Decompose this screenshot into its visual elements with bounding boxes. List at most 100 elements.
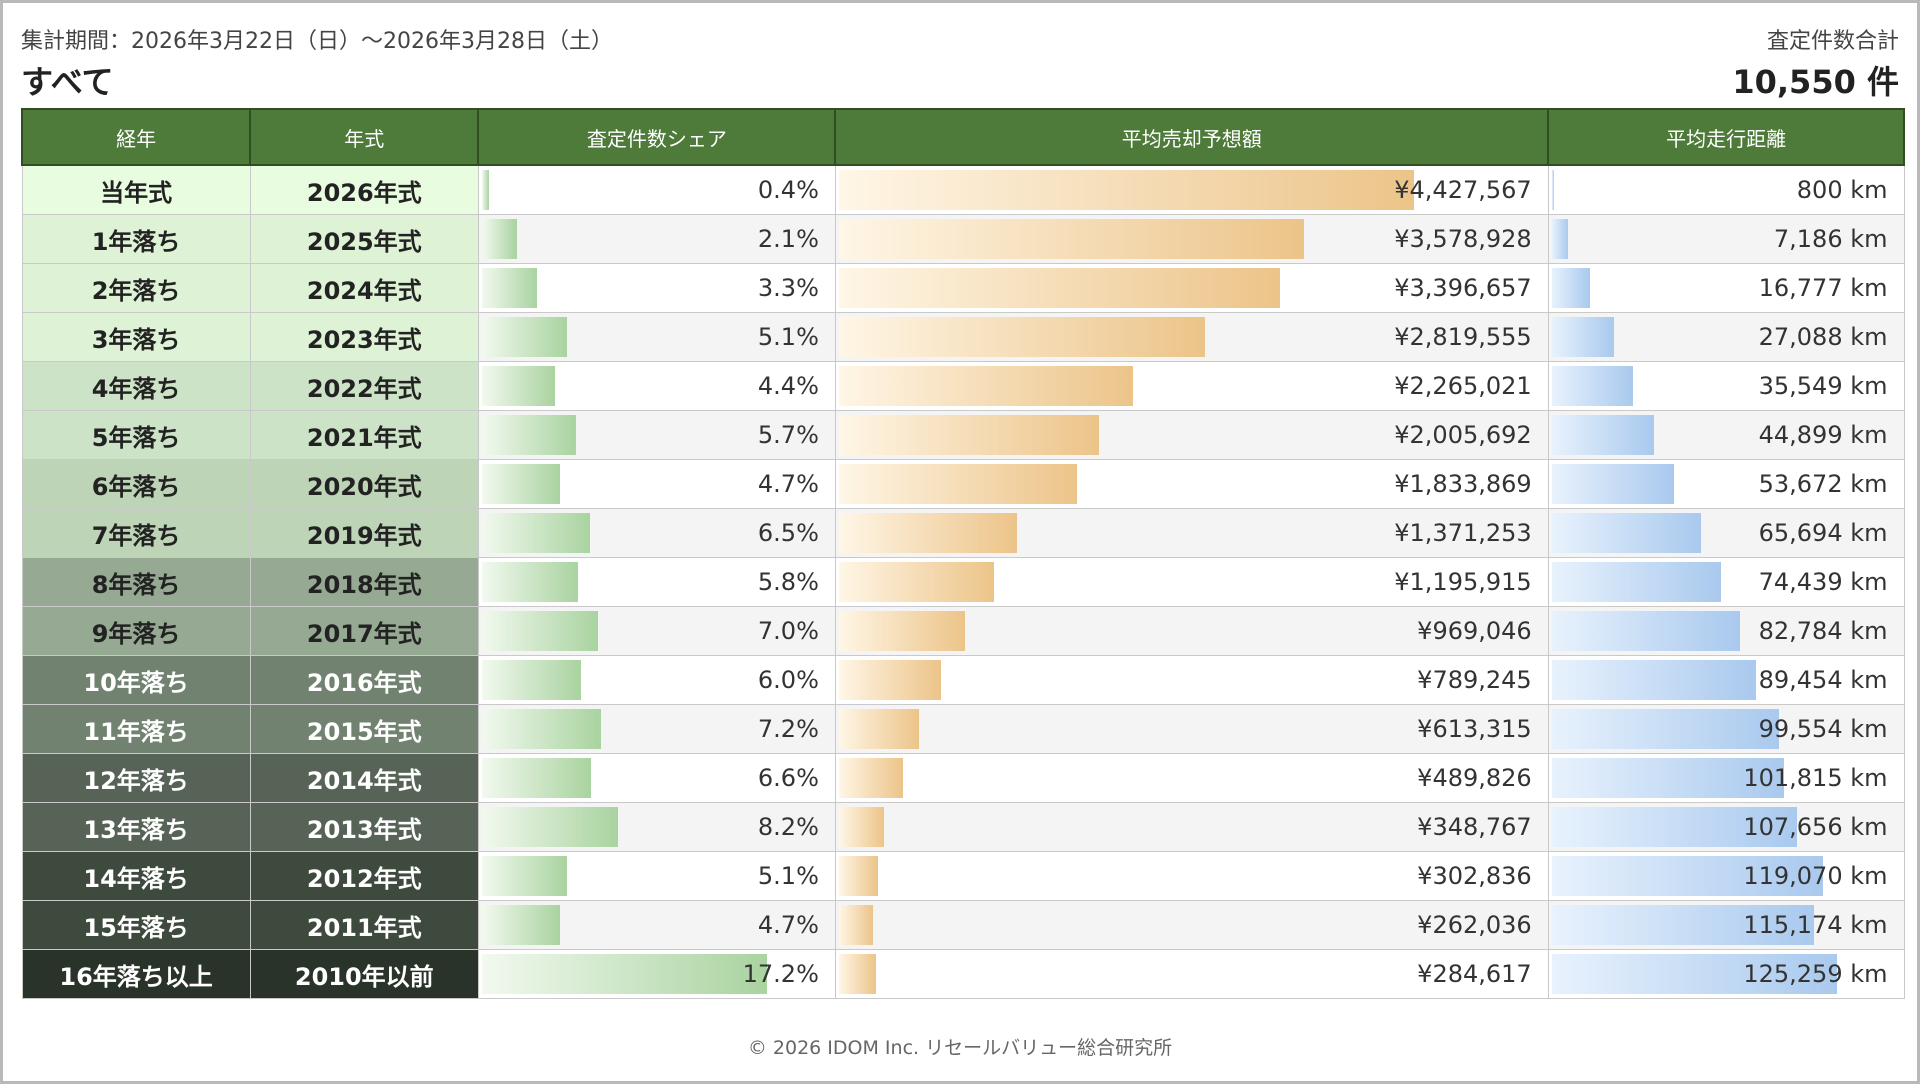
mileage-bar bbox=[1551, 611, 1740, 651]
price-bar bbox=[838, 513, 1017, 553]
price-bar bbox=[838, 317, 1205, 357]
price-bar bbox=[838, 219, 1304, 259]
column-header-share: 査定件数シェア bbox=[477, 108, 837, 166]
share-cell: 17.2% bbox=[477, 949, 836, 999]
price-bar bbox=[838, 807, 884, 847]
share-value: 5.1% bbox=[757, 862, 819, 890]
mileage-value: 16,777 km bbox=[1758, 274, 1888, 302]
column-header-price: 平均売却予想額 bbox=[834, 108, 1550, 166]
column-header-model-year: 年式 bbox=[249, 108, 480, 166]
model-year-cell: 2024年式 bbox=[249, 263, 479, 313]
model-year-cell: 2019年式 bbox=[249, 508, 479, 558]
table-row: 4年落ち 2022年式 4.4% ¥2,265,021 35,549 km bbox=[21, 361, 1905, 411]
age-cell: 13年落ち bbox=[21, 802, 251, 852]
age-cell: 5年落ち bbox=[21, 410, 251, 460]
price-bar bbox=[838, 415, 1099, 455]
price-cell: ¥262,036 bbox=[834, 900, 1549, 950]
model-year-cell: 2021年式 bbox=[249, 410, 479, 460]
table-row: 16年落ち以上 2010年以前 17.2% ¥284,617 125,259 km bbox=[21, 949, 1905, 999]
mileage-bar bbox=[1551, 366, 1633, 406]
price-cell: ¥613,315 bbox=[834, 704, 1549, 754]
mileage-bar bbox=[1551, 856, 1823, 896]
price-value: ¥1,371,253 bbox=[1394, 519, 1532, 547]
mileage-cell: 125,259 km bbox=[1547, 949, 1905, 999]
share-bar bbox=[481, 317, 567, 357]
table-row: 10年落ち 2016年式 6.0% ¥789,245 89,454 km bbox=[21, 655, 1905, 705]
copyright-footer: © 2026 IDOM Inc. リセールバリュー総合研究所 bbox=[747, 1037, 1173, 1059]
mileage-value: 115,174 km bbox=[1743, 911, 1888, 939]
mileage-bar bbox=[1551, 415, 1654, 455]
price-cell: ¥1,371,253 bbox=[834, 508, 1549, 558]
mileage-cell: 7,186 km bbox=[1547, 214, 1905, 264]
mileage-bar bbox=[1551, 562, 1721, 602]
mileage-value: 107,656 km bbox=[1743, 813, 1888, 841]
table-row: 13年落ち 2013年式 8.2% ¥348,767 107,656 km bbox=[21, 802, 1905, 852]
price-value: ¥348,767 bbox=[1417, 813, 1532, 841]
price-bar bbox=[838, 856, 878, 896]
share-value: 7.0% bbox=[757, 617, 819, 645]
model-year-cell: 2022年式 bbox=[249, 361, 479, 411]
age-cell: 8年落ち bbox=[21, 557, 251, 607]
mileage-bar bbox=[1551, 268, 1590, 308]
table-row: 12年落ち 2014年式 6.6% ¥489,826 101,815 km bbox=[21, 753, 1905, 803]
mileage-cell: 82,784 km bbox=[1547, 606, 1905, 656]
price-value: ¥302,836 bbox=[1417, 862, 1532, 890]
model-year-cell: 2010年以前 bbox=[249, 949, 479, 999]
mileage-value: 119,070 km bbox=[1743, 862, 1888, 890]
price-value: ¥262,036 bbox=[1417, 911, 1532, 939]
model-year-cell: 2026年式 bbox=[249, 164, 479, 215]
mileage-value: 44,899 km bbox=[1758, 421, 1888, 449]
share-value: 7.2% bbox=[757, 715, 819, 743]
share-cell: 7.0% bbox=[477, 606, 836, 656]
price-bar bbox=[838, 758, 903, 798]
share-bar bbox=[481, 954, 767, 994]
model-year-cell: 2012年式 bbox=[249, 851, 479, 901]
share-bar bbox=[481, 856, 567, 896]
table-header-row: 経年 年式 査定件数シェア 平均売却予想額 平均走行距離 bbox=[20, 108, 1905, 166]
price-bar bbox=[838, 170, 1414, 210]
share-bar bbox=[481, 807, 618, 847]
price-value: ¥284,617 bbox=[1417, 960, 1532, 988]
model-year-cell: 2018年式 bbox=[249, 557, 479, 607]
share-bar bbox=[481, 464, 560, 504]
table-row: 14年落ち 2012年式 5.1% ¥302,836 119,070 km bbox=[21, 851, 1905, 901]
share-bar bbox=[481, 219, 517, 259]
mileage-cell: 27,088 km bbox=[1547, 312, 1905, 362]
price-cell: ¥3,396,657 bbox=[834, 263, 1549, 313]
age-cell: 6年落ち bbox=[21, 459, 251, 509]
share-value: 2.1% bbox=[757, 225, 819, 253]
price-cell: ¥348,767 bbox=[834, 802, 1549, 852]
share-cell: 5.1% bbox=[477, 312, 836, 362]
share-value: 5.7% bbox=[757, 421, 819, 449]
table-body: 当年式 2026年式 0.4% ¥4,427,567 800 km 1年落ち 2025年式 2… bbox=[21, 164, 1905, 999]
share-bar bbox=[481, 170, 489, 210]
price-value: ¥613,315 bbox=[1417, 715, 1532, 743]
age-cell: 2年落ち bbox=[21, 263, 251, 313]
price-value: ¥3,396,657 bbox=[1394, 274, 1532, 302]
table-row: 当年式 2026年式 0.4% ¥4,427,567 800 km bbox=[21, 164, 1905, 215]
mileage-bar bbox=[1551, 758, 1784, 798]
age-cell: 4年落ち bbox=[21, 361, 251, 411]
share-bar bbox=[481, 513, 590, 553]
share-bar bbox=[481, 660, 581, 700]
mileage-value: 74,439 km bbox=[1758, 568, 1888, 596]
mileage-cell: 119,070 km bbox=[1547, 851, 1905, 901]
mileage-value: 101,815 km bbox=[1743, 764, 1888, 792]
price-value: ¥2,265,021 bbox=[1394, 372, 1532, 400]
price-bar bbox=[838, 268, 1280, 308]
mileage-value: 125,259 km bbox=[1743, 960, 1888, 988]
age-cell: 3年落ち bbox=[21, 312, 251, 362]
mileage-value: 27,088 km bbox=[1758, 323, 1888, 351]
share-value: 17.2% bbox=[742, 960, 819, 988]
model-year-cell: 2025年式 bbox=[249, 214, 479, 264]
price-value: ¥4,427,567 bbox=[1394, 176, 1532, 204]
model-year-cell: 2016年式 bbox=[249, 655, 479, 705]
share-value: 6.6% bbox=[757, 764, 819, 792]
share-value: 4.4% bbox=[757, 372, 819, 400]
price-value: ¥2,005,692 bbox=[1394, 421, 1532, 449]
share-cell: 8.2% bbox=[477, 802, 836, 852]
share-cell: 5.1% bbox=[477, 851, 836, 901]
age-cell: 10年落ち bbox=[21, 655, 251, 705]
table-row: 11年落ち 2015年式 7.2% ¥613,315 99,554 km bbox=[21, 704, 1905, 754]
